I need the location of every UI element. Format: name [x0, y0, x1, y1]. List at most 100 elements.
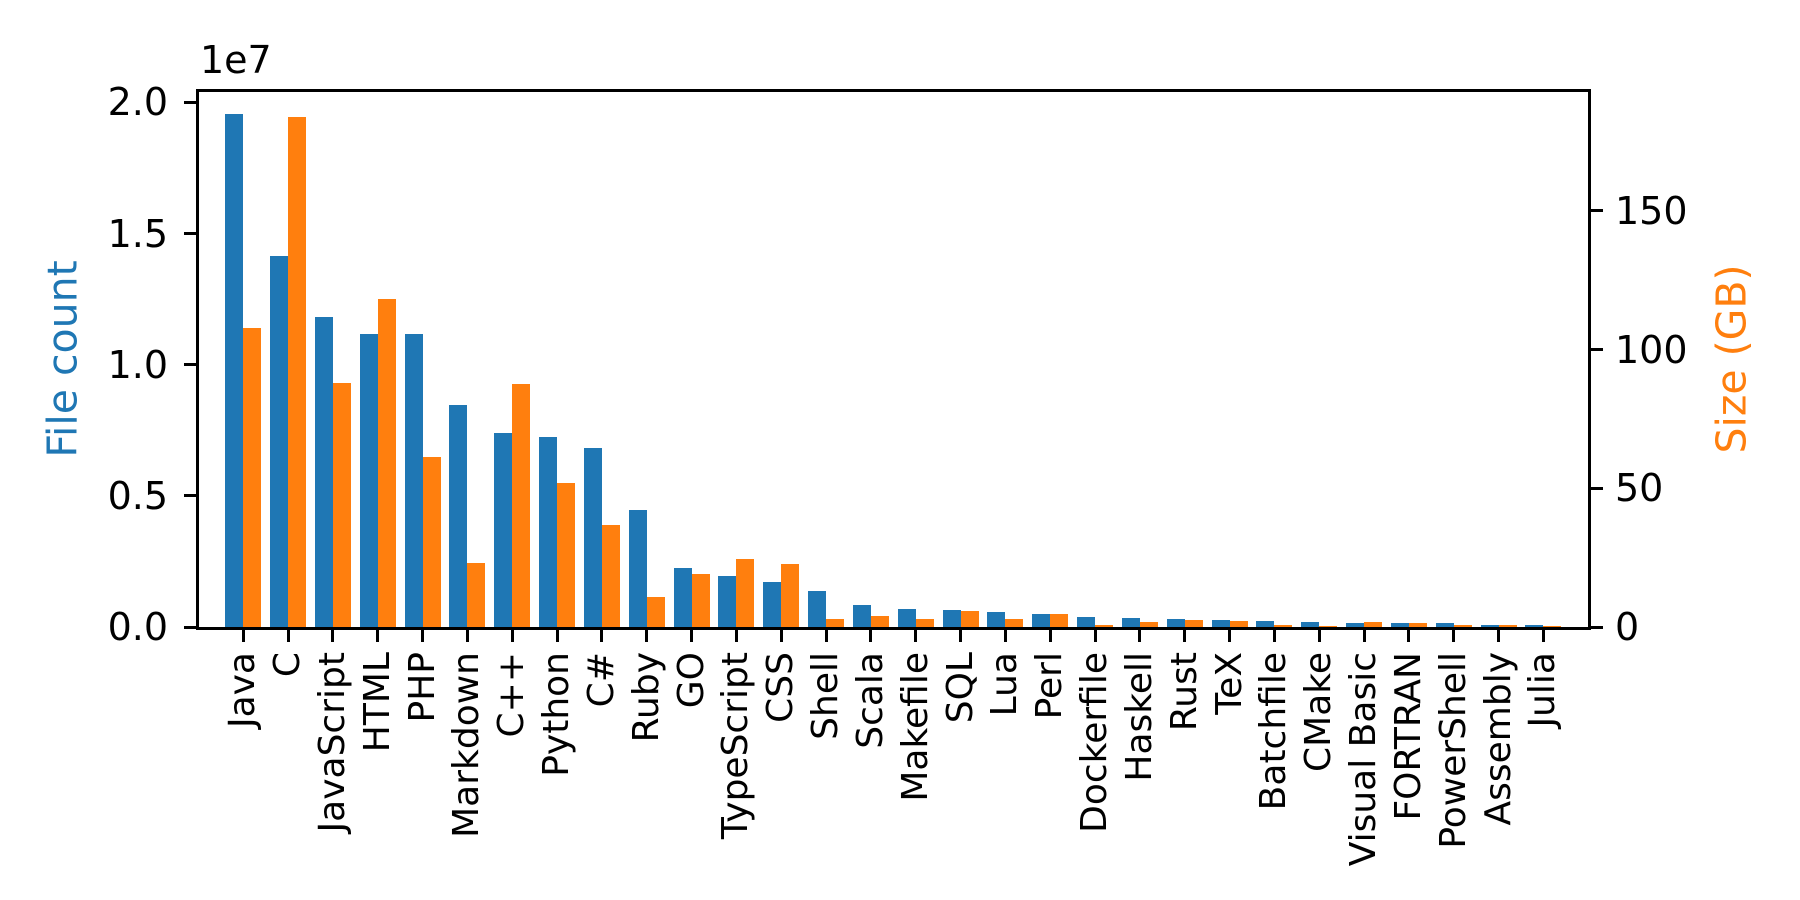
x-axis-tick	[1048, 630, 1052, 642]
x-axis-tick	[1228, 630, 1232, 642]
left-axis-tick-label: 1.0	[107, 342, 168, 387]
left-axis-tick	[184, 625, 196, 629]
x-tick-label-text: PowerShell	[1432, 652, 1474, 849]
x-tick-label-text: C#	[580, 652, 622, 708]
right-axis-tick	[1591, 209, 1603, 213]
bar-filecount-assembly	[1480, 624, 1499, 627]
x-tick-label-text: HTML	[356, 652, 398, 753]
x-axis-tick	[914, 630, 918, 642]
bar-filecount-makefile	[897, 609, 916, 627]
x-tick-label-text: Dockerfile	[1074, 652, 1116, 833]
x-tick-label-text: Python	[536, 652, 578, 777]
x-tick-label-text: SQL	[939, 652, 981, 724]
x-tick-label-text: Rust	[1163, 652, 1205, 732]
bar-filecount-php	[404, 333, 423, 627]
x-tick-label-text: Lua	[984, 652, 1026, 717]
bar-size-go	[691, 573, 710, 627]
x-tick-label-text: Batchfile	[1253, 652, 1295, 811]
bar-filecount-go	[673, 567, 692, 627]
bar-size-lua	[1005, 619, 1024, 627]
axis-offset-text: 1e7	[200, 38, 272, 82]
bar-size-fortran	[1408, 622, 1427, 627]
x-tick-label-text: Haskell	[1118, 652, 1160, 782]
bar-size-batchfile	[1274, 625, 1293, 627]
bar-filecount-c	[270, 256, 289, 627]
x-axis-tick	[1362, 630, 1366, 642]
x-tick-label-text: Perl	[1029, 652, 1071, 720]
x-tick-label-text: GO	[670, 652, 712, 709]
bar-size-makefile	[915, 618, 934, 627]
bar-filecount-java	[225, 114, 244, 627]
bar-filecount-cplusplus	[494, 433, 513, 627]
right-axis-tick	[1591, 486, 1603, 490]
x-axis-tick	[1093, 630, 1097, 642]
x-axis-tick	[286, 630, 290, 642]
bar-filecount-sql	[942, 609, 961, 627]
bar-size-powershell	[1453, 625, 1472, 627]
bar-filecount-scala	[852, 605, 871, 627]
x-axis-tick	[241, 630, 245, 642]
bar-size-python	[557, 482, 576, 627]
x-axis-tick	[824, 630, 828, 642]
x-axis-tick	[1138, 630, 1142, 642]
bar-size-javascript	[332, 383, 351, 627]
bar-filecount-shell	[808, 590, 827, 627]
bar-filecount-powershell	[1435, 623, 1454, 627]
bar-size-typescript	[736, 558, 755, 627]
right-axis-tick-label: 100	[1615, 327, 1688, 372]
left-axis-tick	[184, 232, 196, 236]
x-axis-tick	[1452, 630, 1456, 642]
x-tick-label-text: Shell	[805, 652, 847, 740]
bar-filecount-typescript	[718, 576, 737, 627]
right-axis-tick-label: 50	[1615, 466, 1664, 511]
bar-size-markdown	[467, 562, 486, 627]
x-tick-label-text: PHP	[401, 652, 443, 723]
left-axis-tick-label: 2.0	[107, 80, 168, 125]
bar-size-scala	[870, 616, 889, 627]
x-tick-label-text: Ruby	[625, 652, 667, 743]
bar-size-haskell	[1139, 621, 1158, 627]
bar-size-shell	[826, 618, 845, 627]
right-axis-tick	[1591, 348, 1603, 352]
x-tick-label-text: C	[267, 652, 309, 678]
x-tick-label-text: Visual Basic	[1343, 652, 1385, 867]
bar-size-perl	[1050, 613, 1069, 627]
x-axis-tick	[510, 630, 514, 642]
x-axis-tick	[959, 630, 963, 642]
x-tick-label-text: C++	[491, 652, 533, 738]
bar-filecount-julia	[1525, 625, 1544, 627]
right-axis-tick	[1591, 625, 1603, 629]
x-axis-tick	[1317, 630, 1321, 642]
bar-size-c	[288, 117, 307, 627]
x-axis-tick	[1183, 630, 1187, 642]
bar-filecount-rust	[1166, 618, 1185, 627]
bar-filecount-dockerfile	[1077, 617, 1096, 627]
bars-layer	[199, 92, 1588, 627]
bar-filecount-fortran	[1390, 623, 1409, 627]
x-tick-label-text: CMake	[1298, 652, 1340, 772]
left-axis-tick	[184, 494, 196, 498]
bar-filecount-cmake	[1301, 622, 1320, 627]
x-tick-label-text: TeX	[1208, 652, 1250, 715]
x-axis-tick	[331, 630, 335, 642]
bar-filecount-ruby	[628, 509, 647, 627]
bar-filecount-python	[539, 437, 558, 627]
left-axis-tick-label: 0.0	[107, 605, 168, 649]
left-axis-tick	[184, 100, 196, 104]
bar-size-visual-basic	[1364, 621, 1383, 627]
x-axis-tick	[465, 630, 469, 642]
bar-size-dockerfile	[1095, 625, 1114, 627]
x-axis-tick	[555, 630, 559, 642]
x-tick-label-text: CSS	[760, 652, 802, 723]
x-tick-label-text: Assembly	[1477, 652, 1519, 826]
x-axis-tick	[734, 630, 738, 642]
left-axis-tick-label: 0.5	[107, 473, 168, 518]
x-axis-tick	[1407, 630, 1411, 642]
x-axis-tick	[645, 630, 649, 642]
x-axis-tick	[1541, 630, 1545, 642]
right-axis-tick-label: 150	[1615, 188, 1688, 233]
bar-filecount-javascript	[314, 316, 333, 627]
x-tick-label-text: Scala	[849, 652, 891, 749]
x-tick-label-text: Java	[222, 652, 264, 729]
bar-size-julia	[1543, 626, 1562, 627]
